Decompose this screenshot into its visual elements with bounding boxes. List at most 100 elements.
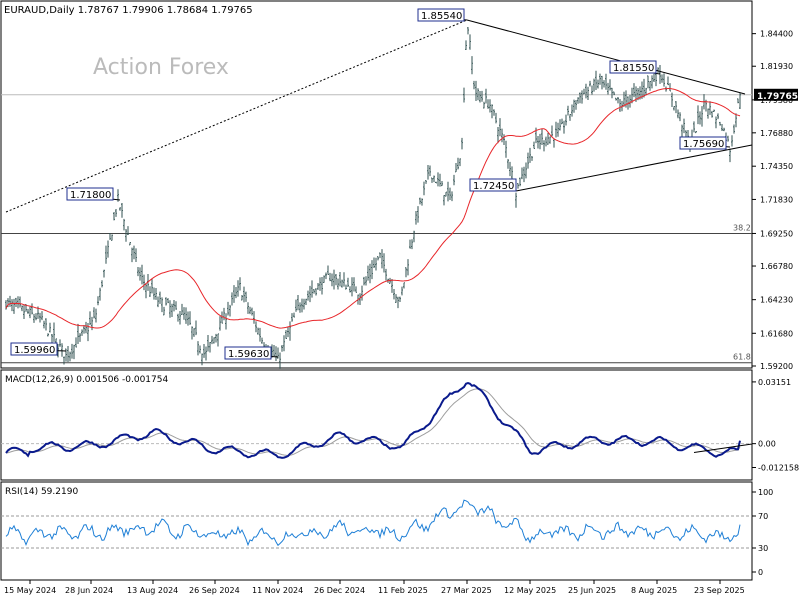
x-tick-label: 26 Dec 2024 xyxy=(314,586,365,595)
y-tick-label: 1.66780 xyxy=(760,262,793,271)
candle xyxy=(717,113,719,120)
candle xyxy=(97,296,99,306)
macd-pane-frame xyxy=(0,369,753,481)
candle xyxy=(631,87,633,104)
candle xyxy=(533,141,535,149)
candle xyxy=(197,341,199,356)
candle xyxy=(393,289,395,300)
candle xyxy=(301,298,303,313)
candle xyxy=(287,326,289,338)
macd-layer xyxy=(1,382,753,459)
candle xyxy=(241,294,243,301)
rsi-tick-label: 70 xyxy=(758,512,768,521)
candle xyxy=(123,218,125,231)
macd-trendline xyxy=(693,443,753,453)
candle xyxy=(429,165,431,177)
rsi-tick-label: 30 xyxy=(758,544,768,553)
candle xyxy=(385,268,387,281)
candle xyxy=(71,343,73,359)
candle xyxy=(715,116,717,129)
price-layer: 38.2 61.8 1.85540 1.81550 1.71800 1.72450 1.75… xyxy=(1,8,753,369)
candle xyxy=(695,131,697,134)
candle xyxy=(417,206,419,223)
candle xyxy=(143,274,145,291)
candle xyxy=(321,276,323,295)
x-tick-label: 11 Feb 2025 xyxy=(378,586,428,595)
price-annotation: 1.75690 xyxy=(679,136,731,150)
candle xyxy=(727,135,729,142)
candle xyxy=(407,259,409,276)
candle xyxy=(351,277,353,297)
candle xyxy=(581,90,583,104)
candle xyxy=(599,73,601,85)
candle xyxy=(441,180,443,187)
candle xyxy=(395,294,397,303)
annotation-box xyxy=(10,342,58,356)
trendline-dotted xyxy=(5,19,468,213)
macd-tick-label: 0.00 xyxy=(758,440,776,449)
current-price-tag xyxy=(754,88,798,101)
candle xyxy=(85,321,87,334)
candle xyxy=(391,278,393,293)
candle xyxy=(579,92,581,104)
candle xyxy=(613,91,615,96)
candle xyxy=(171,303,173,317)
candle xyxy=(195,320,197,336)
candle xyxy=(129,241,131,246)
macd-line xyxy=(5,382,741,459)
candle xyxy=(709,101,711,115)
x-tick-label: 13 Aug 2024 xyxy=(127,586,178,595)
candle xyxy=(75,337,77,348)
candle xyxy=(325,272,327,280)
candle xyxy=(497,126,499,144)
candle xyxy=(139,267,141,281)
candle xyxy=(623,91,625,107)
candle xyxy=(419,197,421,205)
candle xyxy=(343,272,345,287)
candle xyxy=(47,333,49,337)
candle xyxy=(527,152,529,169)
candle xyxy=(279,352,281,369)
moving-average-line xyxy=(5,88,741,329)
price-annotation: 1.59960 xyxy=(10,342,67,356)
candle xyxy=(561,118,563,125)
candle xyxy=(373,257,375,268)
rsi-layer xyxy=(1,499,752,549)
candle xyxy=(167,298,169,304)
candle xyxy=(157,296,159,308)
candle xyxy=(677,109,679,119)
candle xyxy=(461,137,463,150)
annotation-label: 1.59630 xyxy=(228,349,269,360)
candle xyxy=(605,73,607,90)
candle xyxy=(133,245,135,260)
candle xyxy=(649,81,651,91)
candle xyxy=(403,282,405,289)
annotation-box xyxy=(679,136,727,150)
y-tick-label: 1.71830 xyxy=(760,195,793,204)
candle xyxy=(377,256,379,261)
candle xyxy=(537,136,539,149)
candle xyxy=(475,80,477,102)
candle xyxy=(339,272,341,287)
candle xyxy=(211,335,213,345)
macd-signal-line xyxy=(5,388,741,456)
candle xyxy=(33,313,35,323)
candle xyxy=(439,173,441,187)
candle xyxy=(401,286,403,296)
candle xyxy=(285,330,287,340)
fibonacci-label: 38.2 xyxy=(733,223,751,232)
candle xyxy=(491,104,493,119)
price-annotation: 1.81550 xyxy=(609,60,661,75)
candle xyxy=(187,311,189,326)
candle xyxy=(671,92,673,108)
candle xyxy=(127,226,129,235)
candle xyxy=(575,100,577,110)
candle xyxy=(125,228,127,242)
candle xyxy=(707,108,709,119)
candle xyxy=(273,344,275,357)
candle xyxy=(169,300,171,318)
y-tick-label: 1.64230 xyxy=(760,296,793,305)
watermark: Action Forex xyxy=(93,55,229,80)
candle xyxy=(603,80,605,88)
